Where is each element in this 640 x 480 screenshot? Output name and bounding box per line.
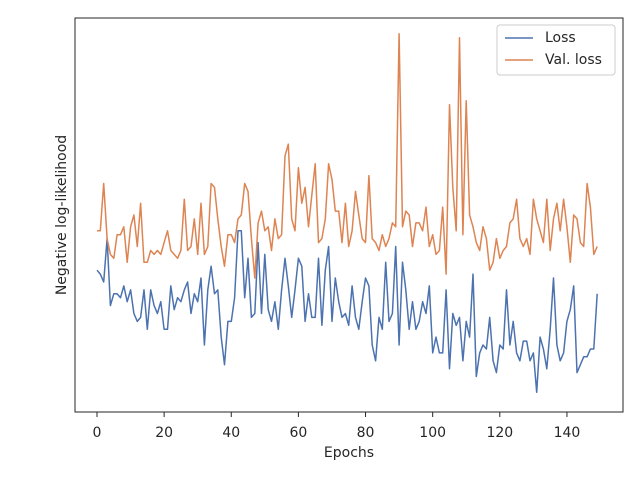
legend-label: Val. loss [545,52,602,68]
axes-frame [74,17,624,413]
y-axis-label: Negative log-likelihood [54,135,70,295]
x-tick-label: 80 [357,425,375,441]
x-tick-label: 0 [93,425,102,441]
x-tick-label: 60 [289,425,307,441]
x-tick-label: 20 [155,425,173,441]
legend-label: Loss [545,30,576,46]
x-axis-label: Epochs [324,445,374,461]
x-tick-label: 40 [222,425,240,441]
series-line [97,33,598,279]
x-tick-label: 140 [554,425,581,441]
x-tick-label: 120 [486,425,513,441]
x-tick-label: 100 [419,425,446,441]
series-line [96,230,598,394]
